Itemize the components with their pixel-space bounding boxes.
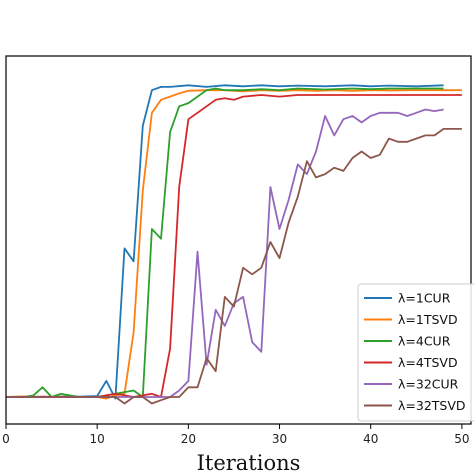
x-tick-label: 50 [454, 432, 469, 446]
x-tick-label: 20 [181, 432, 196, 446]
legend-label: λ=32CUR [398, 377, 459, 392]
series-layer [5, 84, 462, 405]
legend-label: λ=4CUR [398, 334, 451, 349]
legend-box [357, 283, 474, 422]
series-line-5 [6, 108, 444, 398]
x-axis-title: Iterations [197, 451, 301, 474]
legend-label: λ=32TSVD [398, 398, 466, 413]
legend-label: λ=1CUR [398, 291, 451, 306]
x-tick-label: 0 [2, 432, 10, 446]
legend-label: λ=4TSVD [398, 355, 458, 370]
x-tick-label: 10 [90, 432, 105, 446]
legend-label: λ=1TSVD [398, 312, 458, 327]
plot-frame [5, 55, 472, 425]
series-line-6 [6, 127, 462, 405]
legend: λ=1CUR λ=1TSVD λ=4CUR λ=4TSVD λ=32CUR λ=32TSV… [357, 283, 474, 422]
x-tick-label: 30 [272, 432, 287, 446]
series-line-3 [6, 87, 444, 398]
tick-layer: 0 10 20 30 40 50 [2, 424, 470, 446]
x-tick-label: 40 [363, 432, 378, 446]
